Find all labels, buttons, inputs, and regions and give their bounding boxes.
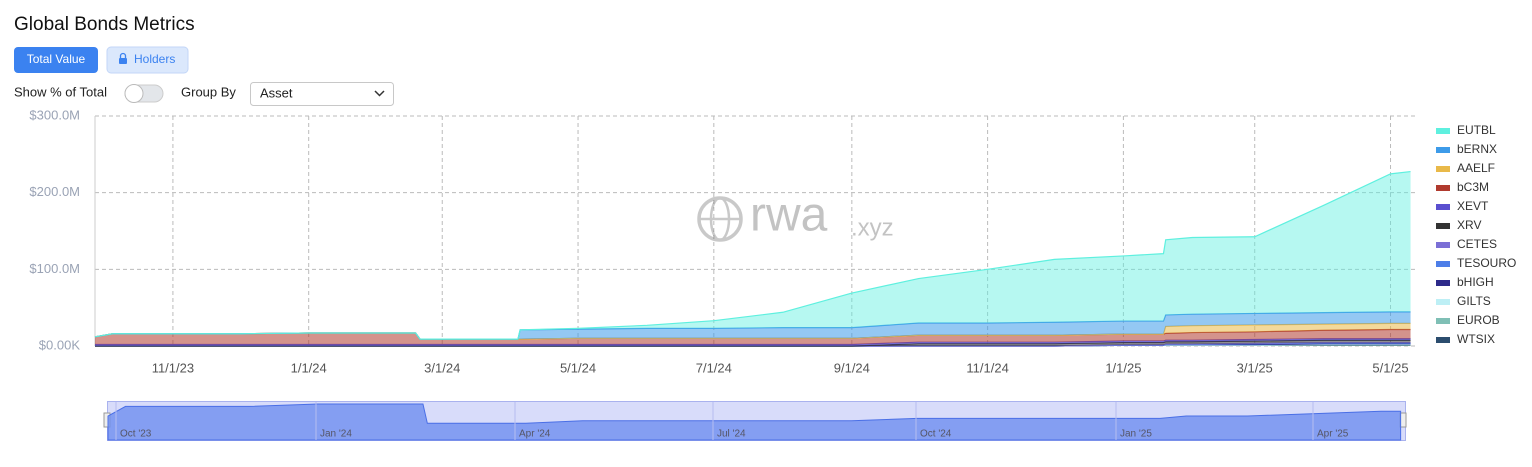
x-tick-label: 7/1/24 — [696, 360, 732, 375]
toggle-label: Show % of Total — [14, 84, 107, 99]
legend-swatch — [1436, 204, 1450, 210]
legend-label: bERNX — [1457, 142, 1497, 156]
legend-label: AAELF — [1457, 161, 1495, 175]
lock-icon — [119, 52, 127, 58]
legend-swatch — [1436, 337, 1450, 343]
x-tick-label: 9/1/24 — [834, 360, 870, 375]
navigator-label: Jan '24 — [320, 429, 352, 440]
legend-label: EUTBL — [1457, 123, 1496, 137]
legend-label: bHIGH — [1457, 275, 1494, 289]
legend-label: CETES — [1457, 237, 1497, 251]
area — [95, 340, 1411, 346]
navigator-label: Apr '24 — [519, 429, 551, 440]
x-tick-label: 5/1/24 — [560, 360, 596, 375]
group-by-label: Group By — [181, 84, 236, 99]
y-tick-label: $100.0M — [29, 261, 80, 276]
x-tick-label: 3/1/25 — [1237, 360, 1273, 375]
x-tick-label: 3/1/24 — [424, 360, 460, 375]
tab-button[interactable] — [14, 47, 98, 73]
legend-label: bC3M — [1457, 180, 1489, 194]
tab-button[interactable] — [106, 46, 189, 74]
title: Global Bonds Metrics — [14, 14, 195, 35]
select[interactable] — [250, 82, 394, 106]
lock-icon — [119, 58, 127, 64]
toggle-knob — [124, 84, 144, 103]
tab-label: Total Value — [27, 52, 86, 66]
legend-label: XEVT — [1457, 199, 1489, 213]
y-tick-label: $300.0M — [29, 107, 80, 122]
navigator-label: Oct '24 — [920, 429, 952, 440]
legend-swatch — [1436, 185, 1450, 191]
plot — [94, 170, 1411, 347]
legend-swatch — [1436, 147, 1450, 153]
x-tick-label: 11/1/24 — [966, 360, 1008, 375]
legend-swatch — [1436, 223, 1450, 229]
legend-label: XRV — [1457, 218, 1481, 232]
area — [95, 329, 1411, 345]
legend-label: EUROB — [1457, 313, 1500, 327]
area — [95, 171, 1411, 340]
y-tick-label: $200.0M — [29, 184, 80, 199]
select-value: Asset — [260, 85, 293, 100]
legend-swatch — [1436, 318, 1450, 324]
x-tick-label: 5/1/25 — [1372, 360, 1408, 375]
x-tick-label: 11/1/23 — [152, 360, 194, 375]
legend-swatch — [1436, 128, 1450, 134]
y-tick-label: $0.00K — [39, 337, 81, 352]
navigator-label: Jul '24 — [717, 429, 746, 440]
chevron — [374, 90, 385, 97]
legend-label: TESOURO — [1457, 256, 1516, 270]
navigator-label: Jan '25 — [1120, 429, 1152, 440]
navigator-series — [107, 403, 1402, 441]
legend-swatch — [1436, 166, 1450, 172]
x-tick-label: 1/1/24 — [291, 360, 327, 375]
legend-swatch — [1436, 280, 1450, 286]
navigator-label: Oct '23 — [120, 429, 152, 440]
globe-icon — [709, 196, 731, 242]
tab-label: Holders — [134, 52, 175, 66]
area-line — [94, 170, 1411, 340]
globe-icon — [697, 196, 743, 242]
x-tick-label: 1/1/25 — [1105, 360, 1141, 375]
area — [95, 311, 1411, 340]
navigator-label: Apr '25 — [1317, 429, 1349, 440]
legend-swatch — [1436, 242, 1450, 248]
legend-label: GILTS — [1457, 294, 1491, 308]
legend-swatch — [1436, 261, 1450, 267]
watermark: rwa .xyz — [697, 189, 894, 242]
watermark-text: rwa — [750, 189, 828, 242]
legend-label: WTSIX — [1457, 332, 1495, 346]
legend-swatch — [1436, 299, 1450, 305]
watermark-text: .xyz — [851, 214, 894, 241]
